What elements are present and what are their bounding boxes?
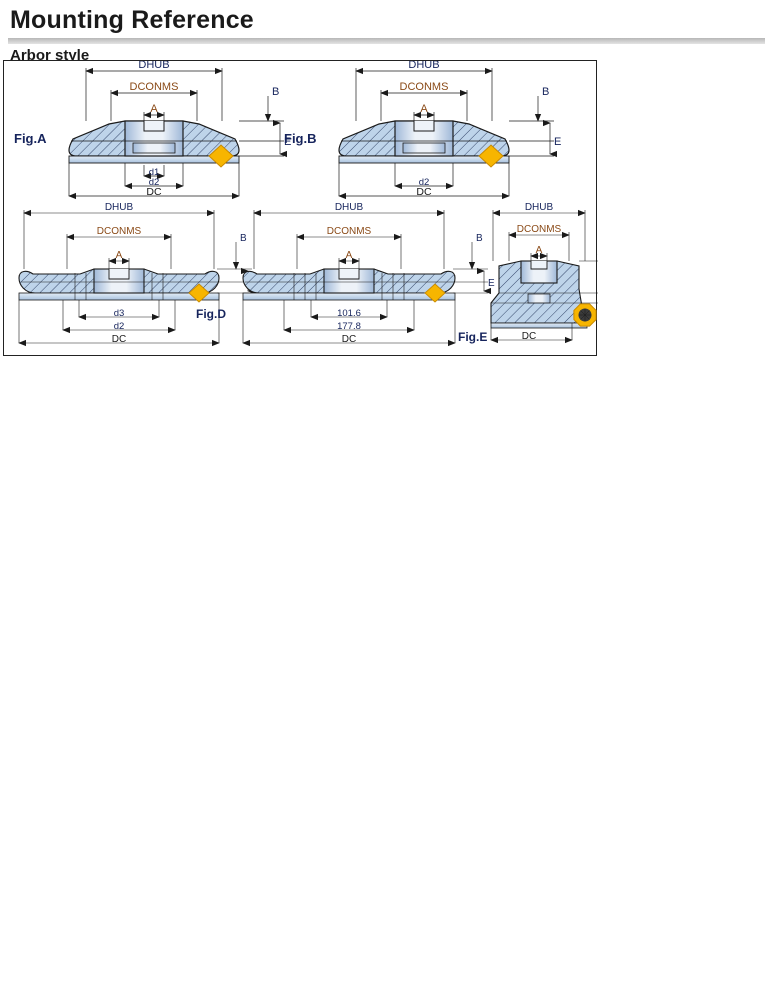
svg-text:Fig.E: Fig.E: [458, 330, 487, 344]
svg-text:DHUB: DHUB: [525, 202, 554, 213]
svg-text:DC: DC: [112, 334, 126, 345]
svg-text:B: B: [240, 233, 247, 244]
svg-text:DHUB: DHUB: [335, 202, 364, 213]
svg-text:A: A: [536, 245, 543, 256]
svg-text:A: A: [150, 103, 158, 115]
svg-text:B: B: [542, 86, 549, 98]
svg-text:DC: DC: [342, 334, 356, 345]
svg-text:DC: DC: [146, 186, 162, 198]
svg-text:DHUB: DHUB: [138, 61, 169, 71]
svg-text:177.8: 177.8: [337, 321, 361, 332]
svg-text:Fig.A: Fig.A: [14, 131, 47, 146]
svg-text:DHUB: DHUB: [408, 61, 439, 71]
svg-text:DCONMS: DCONMS: [517, 224, 562, 235]
svg-text:A: A: [346, 250, 353, 261]
svg-text:DC: DC: [522, 331, 536, 342]
svg-text:E: E: [554, 136, 561, 148]
svg-text:DC: DC: [416, 186, 432, 198]
svg-text:101.6: 101.6: [337, 308, 361, 319]
svg-text:DCONMS: DCONMS: [130, 81, 179, 93]
svg-text:A: A: [420, 103, 428, 115]
svg-text:Fig.B: Fig.B: [284, 131, 317, 146]
svg-text:DCONMS: DCONMS: [97, 226, 142, 237]
svg-text:DHUB: DHUB: [105, 202, 134, 213]
svg-text:B: B: [476, 233, 483, 244]
svg-text:Fig.D: Fig.D: [196, 307, 226, 321]
svg-text:E: E: [488, 278, 495, 289]
svg-text:DCONMS: DCONMS: [400, 81, 449, 93]
svg-text:B: B: [272, 86, 279, 98]
svg-text:A: A: [116, 250, 123, 261]
svg-text:d2: d2: [114, 321, 125, 332]
svg-text:DCONMS: DCONMS: [327, 226, 372, 237]
svg-text:d3: d3: [114, 308, 125, 319]
